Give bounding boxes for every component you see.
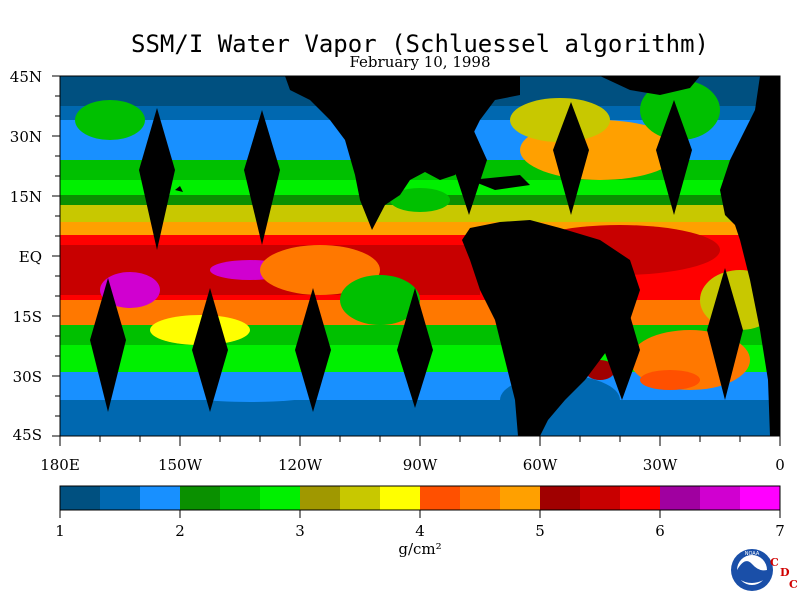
lat-label: 15N [9, 188, 42, 206]
colorbar-swatch [140, 486, 181, 510]
orbit-gap [90, 278, 126, 412]
orbit-gap [295, 288, 331, 412]
noaa-logo: NOAA [731, 549, 773, 591]
greenland-landmass [600, 76, 700, 95]
colorbar-swatch [300, 486, 341, 510]
colorbar-swatch [260, 486, 301, 510]
lon-label: 30W [642, 456, 678, 474]
colorbar-tick-label: 5 [535, 522, 545, 540]
colorbar-swatch [660, 486, 701, 510]
lat-label: 30N [9, 128, 42, 146]
colorbar-swatch [180, 486, 221, 510]
orbit-gap [451, 120, 487, 215]
colorbar-swatch [380, 486, 421, 510]
cdc-letter: C [789, 578, 798, 591]
lon-label: 60W [522, 456, 558, 474]
orbit-gap [553, 102, 589, 215]
lat-label: 45S [12, 426, 42, 444]
lat-label: 15S [12, 308, 42, 326]
colorbar-swatch [420, 486, 461, 510]
lat-label: EQ [18, 248, 42, 266]
colorbar-swatch [740, 486, 781, 510]
orbit-gap [397, 288, 433, 408]
colorbar-units: g/cm² [398, 540, 442, 558]
north-america-landmass [285, 76, 520, 230]
orbit-gaps [90, 100, 743, 412]
orbit-gap [604, 288, 640, 400]
colorbar-swatch [620, 486, 661, 510]
colorbar-tick-label: 7 [775, 522, 785, 540]
cdc-letter: C [770, 556, 779, 569]
colorbar-frame [59, 485, 781, 511]
axis-ticks [52, 75, 781, 518]
colorbar-swatch [500, 486, 541, 510]
colorbar-tick-label: 3 [295, 522, 305, 540]
colorbar-swatch [60, 486, 101, 510]
colorbar-swatch [340, 486, 381, 510]
colorbar-swatch [100, 486, 141, 510]
europe-africa-landmass [720, 76, 780, 436]
cuba-island [470, 175, 530, 190]
lat-label: 45N [9, 68, 42, 86]
colorbar-swatch [580, 486, 621, 510]
colorbar-tick-label: 2 [175, 522, 185, 540]
lon-label: 0 [775, 456, 785, 474]
noaa-logo-text: NOAA [745, 551, 760, 557]
lon-label: 90W [402, 456, 438, 474]
orbit-gap [244, 110, 280, 245]
orbit-gap [139, 108, 175, 250]
south-america-landmass [462, 220, 640, 436]
map-date: February 10, 1998 [349, 53, 491, 71]
colorbar-tick-label: 6 [655, 522, 665, 540]
colorbar-swatch [220, 486, 261, 510]
colorbar-tick-label: 4 [415, 522, 425, 540]
colorbar-swatch [700, 486, 741, 510]
lon-label: 180E [40, 456, 80, 474]
lat-label: 30S [12, 368, 42, 386]
orbit-gap [656, 100, 692, 215]
hawaii-islands [175, 186, 183, 192]
colorbar-tick-label: 1 [55, 522, 65, 540]
colorbar-swatch [460, 486, 501, 510]
colorbar-swatch [540, 486, 581, 510]
colorbar [60, 486, 781, 510]
map-title: SSM/I Water Vapor (Schluessel algorithm) [131, 30, 709, 58]
orbit-gap [707, 268, 743, 400]
lon-label: 120W [277, 456, 323, 474]
orbit-gap [192, 288, 228, 412]
cdc-letter: D [780, 566, 790, 579]
lon-label: 150W [157, 456, 203, 474]
